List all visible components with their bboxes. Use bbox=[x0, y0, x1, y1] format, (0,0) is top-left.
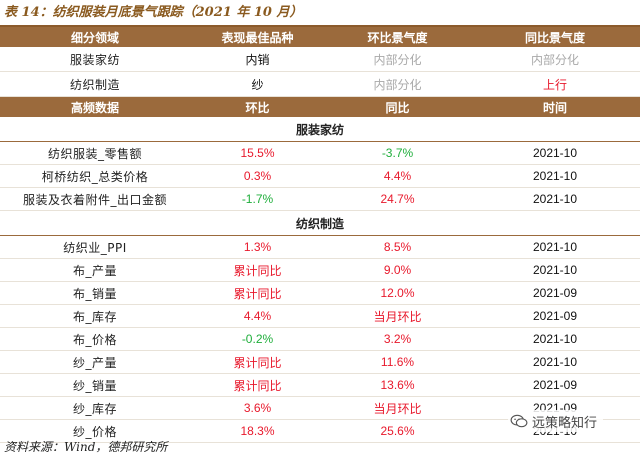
date-value: 2021-09 bbox=[470, 373, 640, 397]
section-title: 服装家纺 bbox=[0, 117, 640, 142]
yoy-value: 9.0% bbox=[325, 258, 470, 282]
metric-label: 纱_产量 bbox=[0, 350, 190, 374]
metric-label: 纱_库存 bbox=[0, 396, 190, 420]
date-value: 2021-10 bbox=[470, 327, 640, 351]
metric-label: 布_价格 bbox=[0, 327, 190, 351]
table-row: 柯桥纺织_总类价格 0.3% 4.4% 2021-10 bbox=[0, 164, 640, 188]
summary-row: 纺织制造纱内部分化 上行 bbox=[0, 71, 640, 97]
date-value: 2021-10 bbox=[470, 350, 640, 374]
mom-value: -0.2% bbox=[190, 327, 325, 351]
date-value: 2021-10 bbox=[470, 187, 640, 211]
table-row: 布_产量 累计同比 9.0% 2021-10 bbox=[0, 258, 640, 282]
mom-sentiment-cell: 内部分化 bbox=[325, 71, 470, 97]
sentiment-table: 细分领域 表现最佳品种 环比景气度 同比景气度 服装家纺 内销 内部分化 内部分化 纺织… bbox=[0, 27, 640, 443]
table-row: 服装及衣着附件_出口金额 -1.7% 24.7% 2021-10 bbox=[0, 187, 640, 211]
top-divider bbox=[0, 25, 640, 27]
header-cell: 同比 bbox=[325, 96, 470, 117]
header-row-1: 细分领域 表现最佳品种 环比景气度 同比景气度 bbox=[0, 27, 640, 47]
table-row: 纺织服装_零售额 15.5% -3.7% 2021-10 bbox=[0, 141, 640, 165]
yoy-value: 当月环比 bbox=[325, 304, 470, 328]
metric-label: 布_产量 bbox=[0, 258, 190, 282]
mom-value: 4.4% bbox=[190, 304, 325, 328]
section-row: 服装家纺 bbox=[0, 117, 640, 142]
mom-value: 18.3% bbox=[190, 419, 325, 443]
date-value: 2021-10 bbox=[470, 235, 640, 259]
mom-value: 15.5% bbox=[190, 141, 325, 165]
yoy-value: 24.7% bbox=[325, 187, 470, 211]
mom-value: 累计同比 bbox=[190, 373, 325, 397]
date-value: 2021-09 bbox=[470, 281, 640, 305]
yoy-value: 当月环比 bbox=[325, 396, 470, 420]
yoy-value: 4.4% bbox=[325, 164, 470, 188]
table-row: 纱_产量 累计同比 11.6% 2021-10 bbox=[0, 350, 640, 374]
metric-label: 纺织服装_零售额 bbox=[0, 141, 190, 165]
metric-label: 纱_价格 bbox=[0, 419, 190, 443]
header-cell: 环比 bbox=[190, 96, 325, 117]
yoy-value: 3.2% bbox=[325, 327, 470, 351]
table-title: 表 14：纺织服装月底景气跟踪（2021 年 10 月） bbox=[4, 5, 303, 20]
mom-value: -1.7% bbox=[190, 187, 325, 211]
wechat-icon bbox=[510, 414, 528, 428]
header-cell: 环比景气度 bbox=[325, 27, 470, 47]
yoy-value: -3.7% bbox=[325, 141, 470, 165]
yoy-value: 8.5% bbox=[325, 235, 470, 259]
yoy-value: 13.6% bbox=[325, 373, 470, 397]
segment-cell: 服装家纺 bbox=[0, 47, 190, 72]
metric-label: 柯桥纺织_总类价格 bbox=[0, 164, 190, 188]
table-row: 布_库存 4.4% 当月环比 2021-09 bbox=[0, 304, 640, 328]
mom-value: 3.6% bbox=[190, 396, 325, 420]
table-row: 布_销量 累计同比 12.0% 2021-09 bbox=[0, 281, 640, 305]
table-row: 纱_销量 累计同比 13.6% 2021-09 bbox=[0, 373, 640, 397]
header-row-2: 高频数据 环比 同比 时间 bbox=[0, 96, 640, 117]
source-note: 资料来源：Wind，德邦研究所 bbox=[4, 440, 168, 454]
yoy-sentiment-cell: 内部分化 bbox=[470, 47, 640, 72]
metric-label: 纱_销量 bbox=[0, 373, 190, 397]
table-row: 布_价格 -0.2% 3.2% 2021-10 bbox=[0, 327, 640, 351]
yoy-sentiment-cell: 上行 bbox=[470, 71, 640, 97]
watermark: 远策略知行 bbox=[508, 410, 604, 432]
mom-value: 累计同比 bbox=[190, 258, 325, 282]
header-cell: 时间 bbox=[470, 96, 640, 117]
yoy-value: 12.0% bbox=[325, 281, 470, 305]
summary-row: 服装家纺 内销 内部分化 内部分化 bbox=[0, 47, 640, 72]
metric-label: 布_销量 bbox=[0, 281, 190, 305]
header-cell: 表现最佳品种 bbox=[190, 27, 325, 47]
watermark-text: 远策略知行 bbox=[532, 415, 598, 431]
segment-cell: 纺织制造 bbox=[0, 71, 190, 97]
date-value: 2021-10 bbox=[470, 258, 640, 282]
mom-value: 累计同比 bbox=[190, 281, 325, 305]
best-product-cell: 内销 bbox=[190, 47, 325, 72]
metric-label: 服装及衣着附件_出口金额 bbox=[0, 187, 190, 211]
header-cell: 同比景气度 bbox=[470, 27, 640, 47]
section-title: 纺织制造 bbox=[0, 210, 640, 236]
header-cell: 细分领域 bbox=[0, 27, 190, 47]
mom-sentiment-cell: 内部分化 bbox=[325, 47, 470, 72]
metric-label: 纺织业_PPI bbox=[0, 235, 190, 259]
section-row: 纺织制造 bbox=[0, 210, 640, 236]
date-value: 2021-09 bbox=[470, 304, 640, 328]
table-row: 纺织业_PPI 1.3% 8.5% 2021-10 bbox=[0, 235, 640, 259]
mom-value: 累计同比 bbox=[190, 350, 325, 374]
header-cell: 高频数据 bbox=[0, 96, 190, 117]
best-product-cell: 纱 bbox=[190, 71, 325, 97]
metric-label: 布_库存 bbox=[0, 304, 190, 328]
date-value: 2021-10 bbox=[470, 164, 640, 188]
yoy-value: 11.6% bbox=[325, 350, 470, 374]
mom-value: 1.3% bbox=[190, 235, 325, 259]
yoy-value: 25.6% bbox=[325, 419, 470, 443]
date-value: 2021-10 bbox=[470, 141, 640, 165]
mom-value: 0.3% bbox=[190, 164, 325, 188]
